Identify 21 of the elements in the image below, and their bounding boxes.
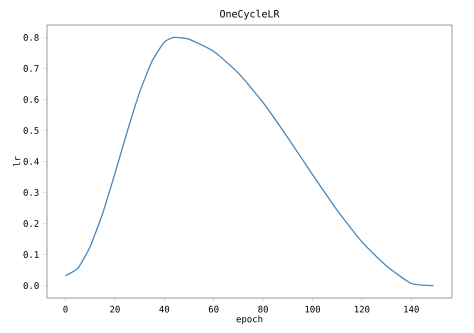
x-tick-label: 100	[305, 306, 320, 313]
y-tick-label: 0.4	[24, 158, 39, 165]
line-series	[64, 36, 434, 286]
y-tick-label: 0.6	[24, 96, 39, 103]
y-tick-label: 0.7	[24, 65, 39, 72]
y-tick-label: 0.2	[24, 220, 38, 227]
y-tick-label: 0.0	[24, 282, 39, 289]
y-tick-label: 0.8	[24, 34, 39, 41]
y-tick-label: 0.5	[24, 127, 39, 134]
x-tick-label: 60	[208, 306, 219, 313]
y-tick-label: 0.1	[24, 251, 39, 258]
x-tick-label: 20	[110, 306, 120, 313]
y-axis-title: lr	[13, 156, 20, 166]
x-tick-label: 80	[258, 306, 268, 313]
x-axis-title: epoch	[236, 315, 262, 324]
y-tick-label: 0.3	[24, 189, 39, 196]
chart-title: OneCycleLR	[220, 10, 280, 20]
x-tick-label: 120	[354, 306, 370, 313]
x-tick-label: 0	[63, 306, 68, 313]
x-tick-label: 140	[404, 306, 419, 313]
x-tick-label: 40	[159, 306, 170, 313]
